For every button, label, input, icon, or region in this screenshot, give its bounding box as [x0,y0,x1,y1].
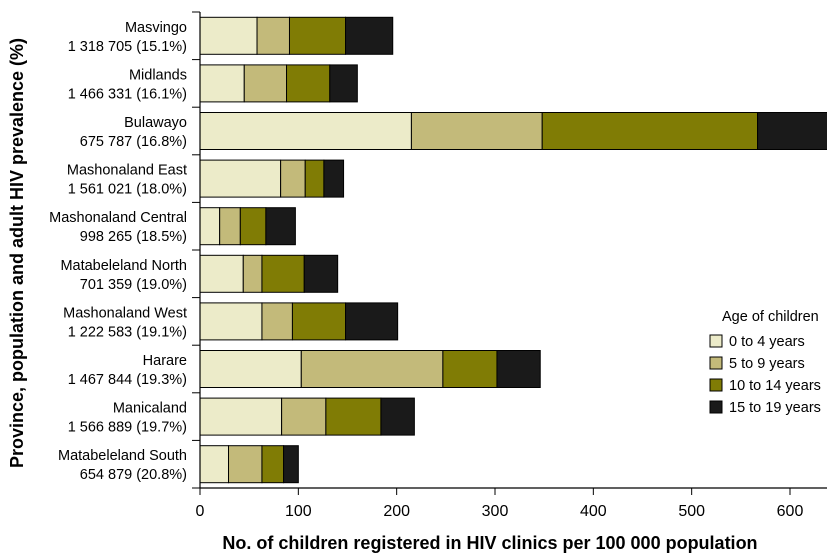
bar-segment [291,302,347,341]
bar-segment [345,302,399,341]
bar-segment [200,159,282,198]
bar-segment [265,207,296,246]
bar-segment [288,16,347,55]
legend-label: 5 to 9 years [729,356,805,372]
x-tick-label: 500 [678,503,705,520]
category-label-name: Midlands [129,67,187,83]
bar-segment [286,64,331,103]
x-tick-label: 400 [580,503,607,520]
y-axis-title-text: Province, population and adult HIV preva… [7,38,27,468]
bar-segment [283,445,299,484]
legend-label: 10 to 14 years [729,378,821,394]
bar-segment [228,445,263,484]
bar-segment [345,16,394,55]
bar-segment [442,350,498,388]
x-tick-label: 300 [482,503,509,520]
bar-segment [325,397,382,436]
category-label-name: Bulawayo [124,115,187,131]
bar-segment [261,254,305,293]
x-tick-label: 0 [196,503,205,520]
bar-segment [410,112,543,150]
legend-swatch [709,378,723,392]
category-label-detail: 1 566 889 (19.7%) [68,420,187,436]
category-label-detail: 654 879 (20.8%) [80,467,187,483]
x-tick-label: 600 [777,503,804,520]
x-tick-label: 200 [383,503,410,520]
bar-segment [496,350,541,388]
bar-segment [219,207,241,246]
bars [200,16,827,484]
bar-segment [380,397,415,436]
category-label-name: Mashonaland East [67,163,187,179]
bar-segment [261,302,293,341]
category-label-detail: 701 359 (19.0%) [80,277,187,293]
bar-segment [200,350,302,388]
category-label-detail: 675 787 (16.8%) [80,134,187,150]
bar-segment [200,254,244,293]
bar-segment [280,159,306,198]
category-label-name: Mashonaland Central [49,210,187,226]
category-label-name: Mashonaland West [63,305,187,321]
category-label-name: Matabeleland South [58,448,187,464]
category-label-detail: 1 467 844 (19.3%) [68,372,187,388]
bar-segment [541,112,759,150]
bar-segment [200,64,245,103]
bar-segment [200,16,258,55]
axes [192,11,827,489]
x-ticks: 0 100 200 300 400 500 600 [196,488,804,520]
category-label-detail: 998 265 (18.5%) [80,229,187,245]
bar-segment [757,112,827,150]
bar-segment [200,445,230,484]
bar-segment [200,112,412,150]
legend-label: 0 to 4 years [729,334,805,350]
category-label-name: Harare [143,353,187,369]
bar-segment [281,397,327,436]
bar-segment [239,207,267,246]
category-label-detail: 1 466 331 (16.1%) [68,86,187,102]
bar-segment [243,64,288,103]
bar-segment [303,254,339,293]
x-tick-label: 100 [285,503,312,520]
bar-segment [200,302,263,341]
bar-segment [242,254,263,293]
bar-segment [261,445,285,484]
bar-segment [200,397,283,436]
y-axis-title: Province, population and adult HIV preva… [7,38,27,468]
bar-segment [304,159,325,198]
category-label-name: Manicaland [113,401,187,417]
category-label-detail: 1 561 021 (18.0%) [68,182,187,198]
bar-segment [300,350,444,388]
bar-segment [200,207,221,246]
legend-swatch [709,400,723,414]
bar-segment [256,16,290,55]
bar-segment [329,64,358,103]
category-label-name: Matabeleland North [60,258,187,274]
category-label-name: Masvingo [125,20,187,36]
legend-title: Age of children [722,309,819,325]
legend: Age of children 0 to 4 years 5 to 9 years 1… [709,309,821,416]
legend-label: 15 to 19 years [729,400,821,416]
bar-segment [323,159,345,198]
category-label-detail: 1 222 583 (19.1%) [68,324,187,340]
category-labels: Masvingo 1 318 705 (15.1%) Midlands 1 466 3… [49,20,187,483]
legend-swatch [709,334,723,348]
x-axis-title: No. of children registered in HIV clinic… [222,533,757,553]
category-label-detail: 1 318 705 (15.1%) [68,39,187,55]
legend-swatch [709,356,723,370]
